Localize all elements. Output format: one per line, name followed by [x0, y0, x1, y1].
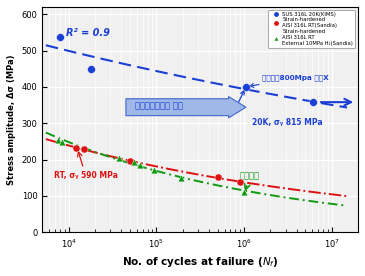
Text: 수소취회: 수소취회: [240, 171, 260, 190]
Point: [116, 156, 122, 160]
Point: [88, 67, 94, 72]
Point: [151, 168, 157, 173]
Text: 피크응력800Mpa 파단X: 피크응력800Mpa 파단X: [250, 75, 328, 87]
Point: [178, 176, 184, 180]
Legend: SUS 316L 20K(KIMS), Strain-hardened
AISI 316L RT(Sandia), Strain-hardened
AISI 3: SUS 316L 20K(KIMS), Strain-hardened AISI…: [268, 10, 356, 48]
Y-axis label: Stress amplitude, Δσ (MPa): Stress amplitude, Δσ (MPa): [7, 54, 16, 185]
Text: RT, σᵧ 590 MPa: RT, σᵧ 590 MPa: [54, 152, 118, 181]
Point: [55, 137, 61, 142]
Text: R² = 0.9: R² = 0.9: [66, 28, 110, 38]
Point: [311, 100, 316, 104]
Text: 피로수명력성능 향상: 피로수명력성능 향상: [135, 102, 183, 111]
Point: [137, 163, 143, 167]
Point: [81, 147, 87, 152]
Point: [237, 180, 243, 185]
Point: [57, 34, 63, 39]
Point: [243, 85, 249, 89]
FancyArrow shape: [126, 97, 246, 118]
Point: [59, 140, 65, 144]
Point: [127, 158, 133, 163]
X-axis label: No. of cycles at failure ($N_f$): No. of cycles at failure ($N_f$): [122, 255, 278, 269]
Text: 20K, σᵧ 815 MPa: 20K, σᵧ 815 MPa: [253, 118, 323, 127]
Point: [215, 175, 220, 179]
Point: [131, 160, 137, 164]
Point: [73, 146, 78, 150]
Point: [241, 189, 247, 194]
